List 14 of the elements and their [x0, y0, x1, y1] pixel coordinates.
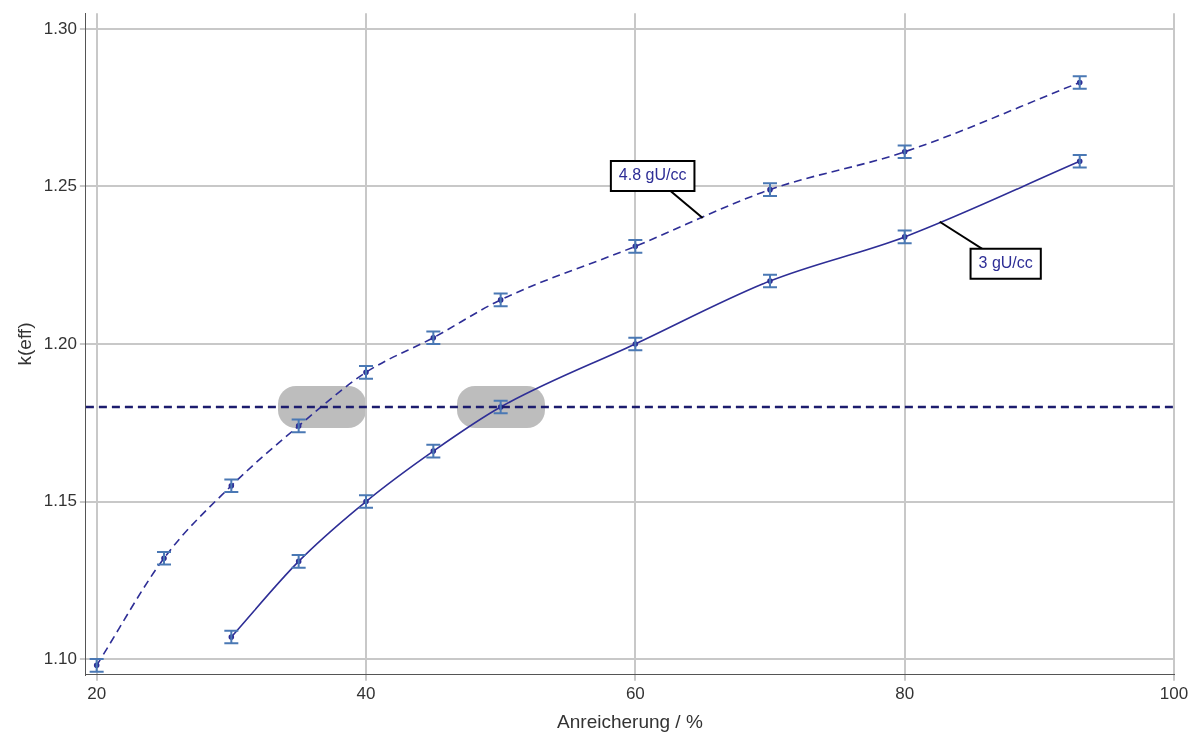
x-tick-label: 40 [356, 683, 376, 703]
text: 4.8 gU/cc [618, 166, 687, 184]
y-tick-label: 1.15 [43, 491, 77, 511]
y-tick-label: 1.20 [43, 333, 77, 353]
x-tick-label: 80 [895, 683, 915, 703]
text: 3 gU/cc [978, 254, 1033, 272]
x-tick-label: 100 [1159, 683, 1189, 703]
y-tick-label: 1.25 [43, 176, 77, 196]
y-axis-title: k(eff) [13, 322, 35, 366]
y-tick-label: 1.30 [43, 18, 77, 38]
x-tick-label: 20 [87, 683, 107, 703]
x-tick-label: 60 [625, 683, 645, 703]
y-tick-label: 1.10 [43, 648, 77, 668]
x-axis-title: Anreicherung / % [557, 710, 703, 732]
